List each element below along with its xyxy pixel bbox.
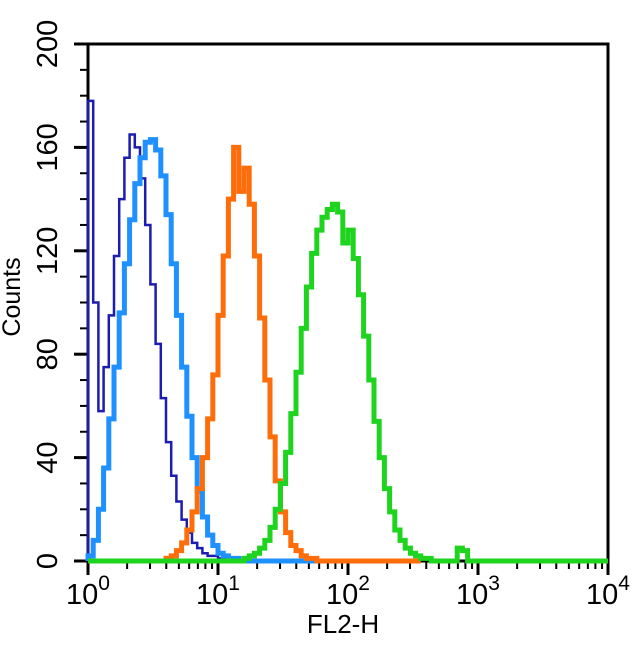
x-tick-label: 104 (586, 572, 630, 611)
x-tick-label: 100 (66, 572, 110, 611)
axis-labels: Counts FL2-H (0, 257, 379, 639)
green-histogram (88, 201, 608, 564)
x-tick-label: 103 (456, 572, 500, 611)
y-tick-label: 80 (32, 338, 64, 370)
dark-blue-histogram (86, 99, 234, 563)
x-axis-title: FL2-H (307, 609, 379, 639)
y-tick-label: 200 (32, 20, 64, 68)
y-tick-label: 40 (32, 441, 64, 473)
plot-frame (86, 42, 610, 563)
histogram-curves (85, 99, 608, 564)
y-tick-label: 160 (32, 123, 64, 171)
y-axis-title: Counts (0, 257, 26, 336)
x-tick-label: 101 (196, 572, 240, 611)
y-tick-label: 0 (32, 553, 64, 569)
light-blue-histogram (85, 137, 317, 564)
y-tick-label: 120 (32, 227, 64, 275)
axis-ticks: 0 40 80 120 160 200 100 101 102 103 104 (32, 20, 630, 611)
plot-border (86, 42, 610, 563)
x-tick-label: 102 (326, 572, 370, 611)
